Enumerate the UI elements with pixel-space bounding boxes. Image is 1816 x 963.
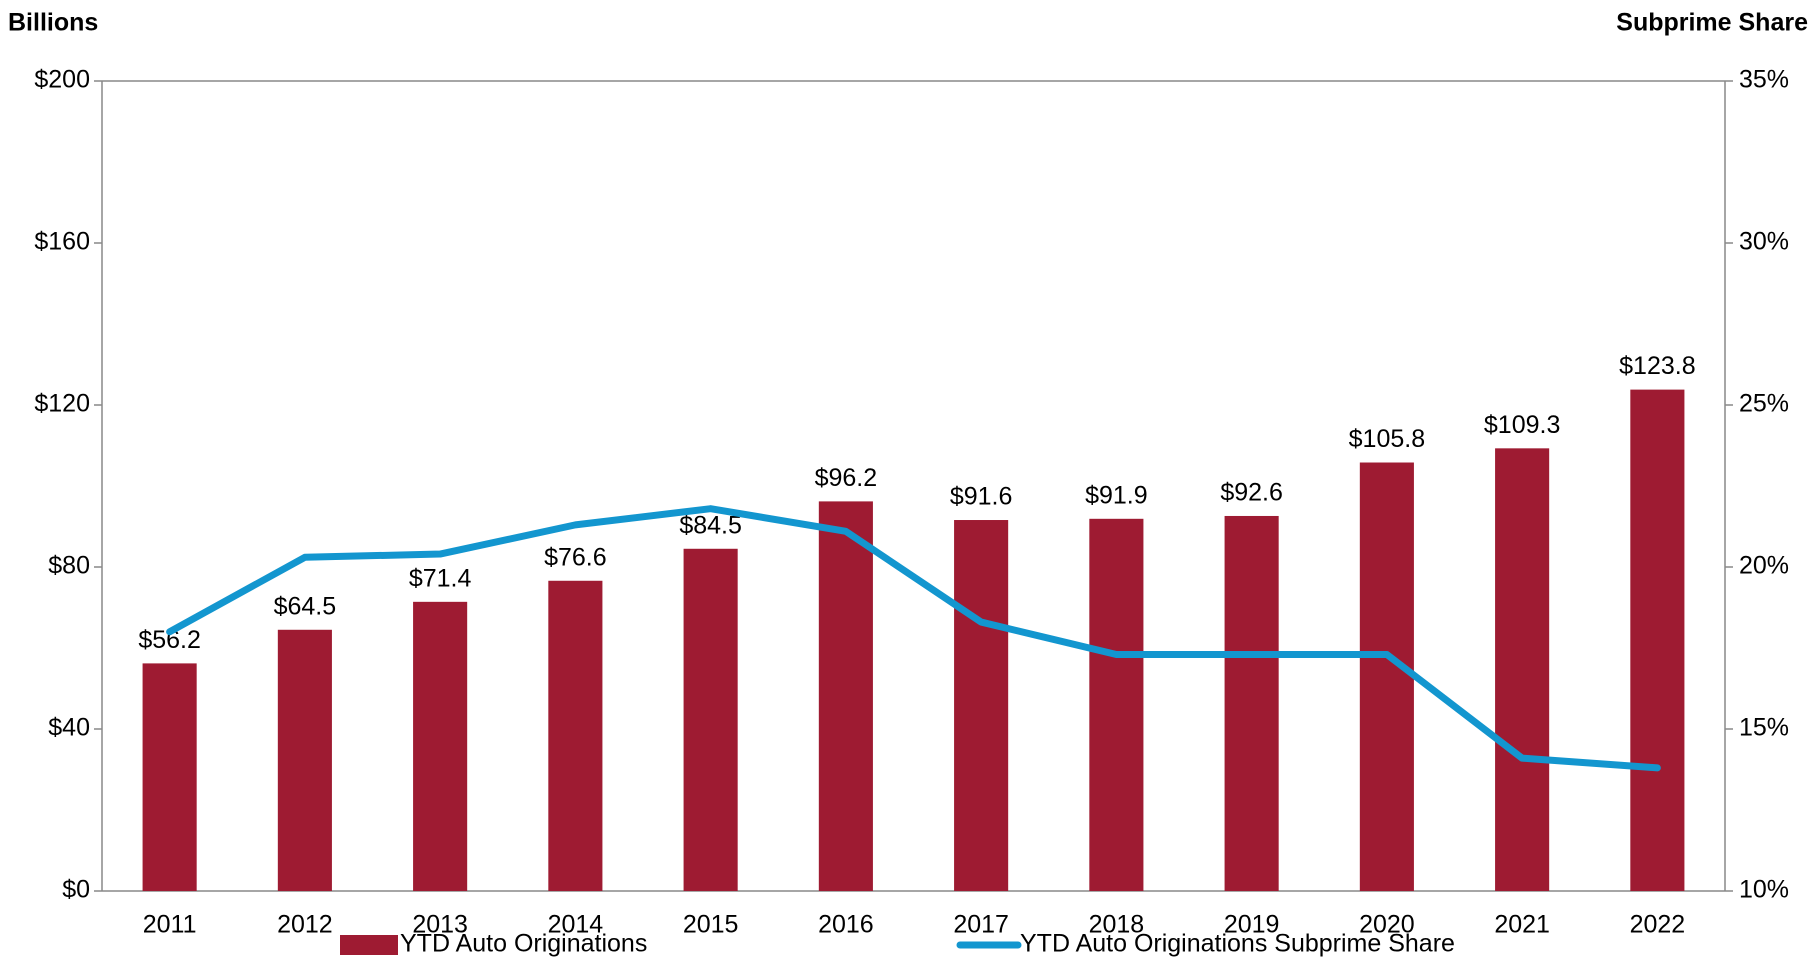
y2-tick-label: 25% [1739,390,1789,418]
bar [1359,462,1414,891]
x-tick-label: 2015 [683,911,739,939]
bar [1224,515,1279,891]
x-tick-label: 2018 [1089,911,1145,939]
y2-tick-label: 30% [1739,228,1789,256]
data-label: $84.5 [679,511,742,539]
legend-label: YTD Auto Originations Subprime Share [1020,930,1455,958]
y2-tick-label: 35% [1739,66,1789,94]
data-label: $71.4 [409,564,472,592]
x-tick-label: 2013 [412,911,468,939]
data-label: $91.9 [1085,481,1148,509]
x-tick-label: 2021 [1494,911,1550,939]
x-tick-label: 2011 [143,911,197,939]
x-tick-label: 2012 [277,911,333,939]
y-tick-label: $80 [48,552,90,580]
x-tick-label: 2019 [1224,911,1280,939]
data-label: $105.8 [1349,425,1425,453]
x-tick-label: 2016 [818,911,874,939]
data-label: $96.2 [815,464,878,492]
y-tick-label: $40 [48,714,90,742]
y-tick-label: $0 [62,876,90,904]
data-label: $91.6 [950,483,1013,511]
bar [954,520,1009,891]
y-tick-label: $200 [34,66,90,94]
bar [1630,389,1685,891]
bar [548,580,603,891]
bar [277,629,332,891]
y-tick-label: $120 [34,390,90,418]
data-label: $109.3 [1484,411,1560,439]
x-tick-label: 2017 [953,911,1009,939]
bar [683,548,738,891]
legend-label: YTD Auto Originations [400,930,647,958]
bar [1495,448,1550,891]
data-label: $64.5 [274,592,337,620]
y-axis-title: Billions [8,9,98,37]
data-label: $76.6 [544,543,607,571]
y2-tick-label: 10% [1739,876,1789,904]
x-tick-label: 2014 [548,911,604,939]
x-tick-label: 2022 [1630,911,1686,939]
bar [142,663,197,891]
y-tick-label: $160 [34,228,90,256]
data-label: $92.6 [1220,479,1283,507]
bar [1089,518,1144,891]
y2-tick-label: 15% [1739,714,1789,742]
y2-axis-title: Subprime Share [1616,9,1808,37]
x-tick-label: 2020 [1359,911,1415,939]
line [166,505,1661,772]
legend-swatch [340,935,398,955]
y2-tick-label: 20% [1739,552,1789,580]
data-label: $123.8 [1619,352,1695,380]
bar [413,601,468,891]
bar [818,501,873,891]
